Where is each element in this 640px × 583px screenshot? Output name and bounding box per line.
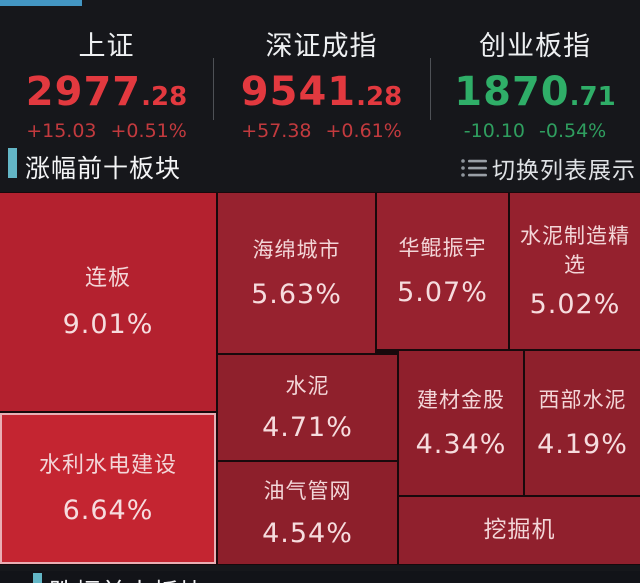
index-card-chinext[interactable]: 创业板指 1870.71 -10.10 -0.54% [430, 24, 640, 142]
tile-name: 水泥制造精选 [520, 224, 630, 277]
tile-name: 连板 [84, 266, 131, 292]
tile-name: 水利水电建设 [38, 452, 177, 478]
change-amount: +57.38 [241, 120, 312, 142]
treemap-tile-xibu-shuini[interactable]: 西部水泥 4.19% [525, 351, 640, 495]
section-title: 涨幅前十板块 [25, 154, 182, 183]
tile-percent: 4.54% [262, 517, 353, 549]
index-name: 深证成指 [265, 31, 378, 62]
toggle-label: 切换列表展示 [492, 158, 636, 184]
change-percent: -0.54% [539, 120, 607, 142]
tile-name: 华鲲振宇 [398, 235, 487, 260]
change-percent: +0.51% [110, 120, 187, 142]
tile-name: 挖掘机 [483, 516, 556, 543]
treemap-tile-youqi-guanwang[interactable]: 油气管网 4.54% [218, 462, 397, 564]
tile-percent: 5.07% [397, 277, 488, 309]
tile-percent: 9.01% [62, 308, 154, 340]
treemap-tile-shuini-zhizao-jingxuan[interactable]: 水泥制造精选 5.02% [510, 193, 640, 349]
top-edge-blue-bar [0, 0, 82, 6]
treemap-tile-jiancai-jingu[interactable]: 建材金股 4.34% [399, 351, 523, 495]
tile-name: 油气管网 [263, 479, 352, 504]
losers-section-header-clipped: 跌幅前十板块 [0, 571, 640, 583]
switch-to-list-view-button[interactable]: 切换列表展示 [460, 151, 636, 185]
tile-name: 建材金股 [417, 387, 505, 412]
index-change: +57.38 +0.61% [213, 120, 430, 142]
treemap-tile-lianban[interactable]: 连板 9.01% [0, 193, 216, 411]
index-change: -10.10 -0.54% [430, 120, 640, 142]
tile-percent: 4.71% [262, 412, 353, 444]
treemap-tile-haimian-chengshi[interactable]: 海绵城市 5.63% [218, 193, 375, 353]
list-icon [460, 157, 487, 179]
accent-bar [33, 573, 42, 583]
treemap-tile-shuili-shuidian-jianshe[interactable]: 水利水电建设 6.64% [0, 413, 216, 564]
index-name: 上证 [78, 31, 135, 62]
tile-name: 西部水泥 [538, 387, 627, 412]
index-card-sse[interactable]: 上证 2977.28 +15.03 +0.51% [0, 24, 213, 142]
accent-bar [8, 148, 17, 178]
gainers-section-header: 涨幅前十板块 切换列表展示 [0, 144, 640, 184]
index-value: 9541.28 [240, 69, 403, 115]
index-name: 创业板指 [479, 31, 591, 62]
treemap-tile-shuini[interactable]: 水泥 4.71% [218, 355, 397, 460]
tile-percent: 4.34% [415, 429, 507, 461]
section-title: 跌幅前十板块 [49, 573, 205, 583]
index-change: +15.03 +0.51% [0, 120, 213, 142]
header-divider [430, 58, 431, 120]
tile-name: 水泥 [285, 373, 330, 398]
index-value: 2977.28 [25, 69, 188, 115]
tile-percent: 5.63% [251, 279, 342, 311]
tile-percent: 6.64% [62, 495, 154, 527]
tile-percent: 5.02% [529, 288, 621, 320]
change-percent: +0.61% [325, 120, 402, 142]
header-divider [213, 58, 214, 120]
gainers-treemap: 连板 9.01% 水利水电建设 6.64% 海绵城市 5.63% 华鲲振宇 5.… [0, 192, 640, 565]
change-amount: -10.10 [463, 120, 526, 142]
index-value: 1870.71 [454, 69, 616, 115]
tile-percent: 4.19% [537, 429, 628, 461]
index-card-szse[interactable]: 深证成指 9541.28 +57.38 +0.61% [213, 24, 430, 142]
treemap-tile-huakun-zhenyu[interactable]: 华鲲振宇 5.07% [377, 193, 508, 349]
tile-name: 海绵城市 [252, 237, 341, 262]
change-amount: +15.03 [26, 120, 97, 142]
treemap-tile-wajueji[interactable]: 挖掘机 [399, 497, 640, 564]
